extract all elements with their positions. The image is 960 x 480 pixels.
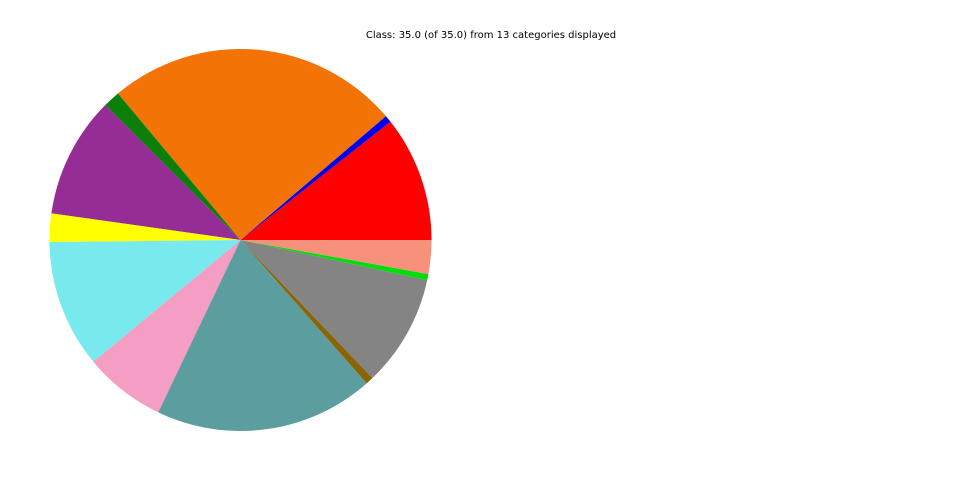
pie-slice (49, 240, 241, 362)
pie-slice (240, 240, 432, 275)
pie-slice (240, 240, 428, 379)
pie-slice (240, 240, 429, 281)
pie-slice (49, 213, 241, 243)
chart-title: Class: 35.0 (of 35.0) from 13 categories… (365, 30, 617, 41)
pie-slice (240, 240, 373, 384)
pie-slice (240, 121, 432, 240)
pie-slice (93, 240, 241, 413)
pie-slice (158, 240, 367, 431)
pie-slice (240, 116, 391, 240)
pie-slice (51, 105, 241, 240)
pie-slice (105, 93, 241, 241)
pie-slice (117, 49, 386, 240)
